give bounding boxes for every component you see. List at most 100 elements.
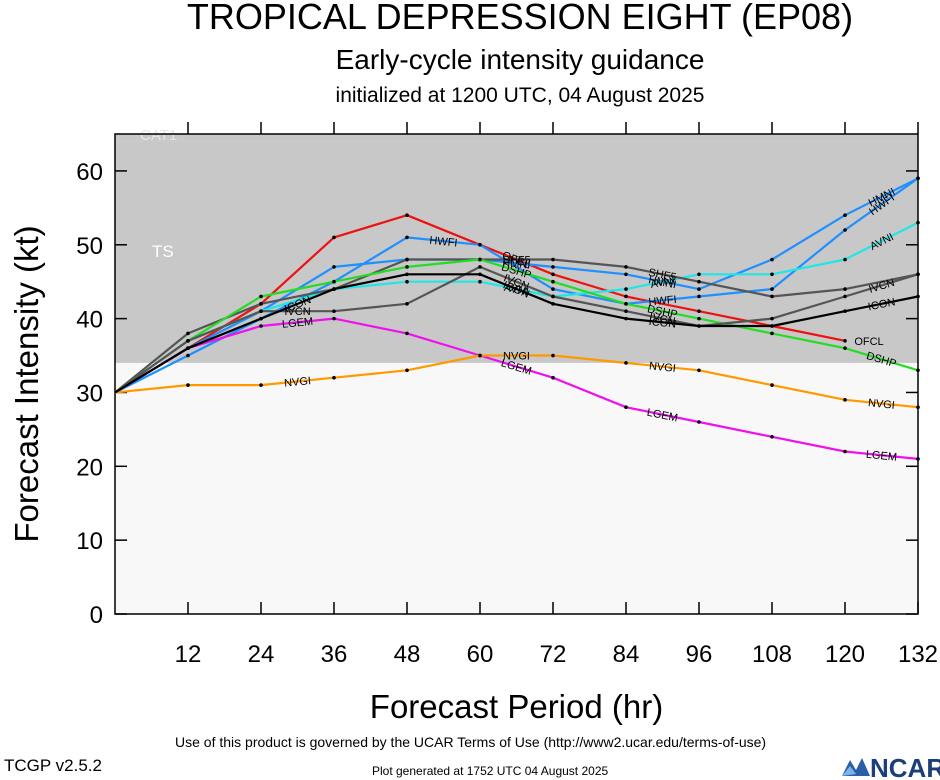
series-label-hwfi: HWFI	[648, 294, 677, 309]
point-hwfi	[186, 353, 190, 358]
point-dshp	[916, 368, 920, 373]
y-tick-label: 40	[76, 307, 103, 334]
point-ofcl	[332, 235, 336, 240]
series-label-group: IVCN	[648, 311, 676, 328]
point-dshp	[624, 302, 628, 306]
point-lgem	[624, 405, 628, 410]
series-label-dshp: DSHP	[646, 303, 678, 321]
point-nvgi	[259, 383, 263, 387]
series-label-group: ICON	[867, 296, 896, 313]
point-nvgi	[551, 353, 555, 358]
series-label-hmni: HMNI	[647, 274, 677, 291]
generated-time: Plot generated at 1752 UTC 04 August 202…	[372, 764, 609, 778]
series-label-nvgi: NVGI	[284, 375, 312, 390]
y-tick-label: 10	[76, 528, 103, 555]
point-lgem	[332, 316, 336, 321]
series-label-group: NVGI	[503, 351, 530, 363]
point-hmni	[624, 272, 628, 277]
point-icon	[624, 316, 628, 321]
line-nvgi	[114, 354, 919, 409]
point-hmni	[843, 213, 847, 218]
series-label-shf5: SHF5	[647, 267, 677, 284]
point-nvgi	[332, 375, 336, 380]
point-nvgi	[478, 353, 482, 358]
series-label-hwfi: HWFI	[429, 235, 458, 250]
point-ivcn	[332, 309, 336, 314]
point-hwfi	[697, 294, 701, 299]
series-label-group: IVCN	[284, 306, 310, 318]
x-tick-label: 96	[686, 641, 713, 668]
series-label-group: AVNI	[503, 282, 530, 299]
point-nvgi	[843, 398, 847, 402]
series-label-lgem: LGEM	[281, 316, 313, 331]
point-dshp	[332, 279, 336, 284]
x-tick-label: 60	[467, 641, 494, 668]
series-label-avni: AVNI	[503, 282, 530, 299]
series-label-group: OFCL	[854, 336, 883, 348]
x-tick-label: 36	[321, 641, 348, 668]
point-icon	[405, 272, 409, 277]
point-shf5	[624, 265, 628, 269]
chart-title: TROPICAL DEPRESSION EIGHT (EP08)	[186, 0, 854, 37]
series-label-group: LGEM	[865, 449, 897, 464]
point-ivcn	[259, 309, 263, 314]
td-band	[115, 362, 918, 614]
band-label-cat1: CAT1	[140, 127, 177, 144]
series-label-avni: AVNI	[649, 274, 676, 291]
point-icon	[770, 324, 774, 328]
series-label-group: HWFI	[648, 294, 677, 309]
series-label-nvgi: NVGI	[867, 397, 895, 412]
y-tick-label: 0	[90, 602, 103, 629]
point-ivcn	[186, 338, 190, 343]
point-icon	[478, 272, 482, 277]
point-shf5	[697, 279, 701, 284]
series-label-lgem: LGEM	[865, 449, 897, 464]
point-shf5	[843, 287, 847, 291]
point-dshp	[405, 265, 409, 269]
point-avni	[843, 257, 847, 262]
point-shf5	[186, 331, 190, 336]
x-tick-label: 12	[175, 641, 202, 668]
x-tick-label: 120	[825, 641, 865, 668]
point-avni	[624, 287, 628, 291]
series-label-group: ICON	[648, 316, 677, 331]
series-label-hmni: HMNI	[502, 257, 531, 272]
line-icon	[114, 273, 919, 394]
line-shf5	[114, 258, 919, 394]
point-hwfi	[551, 287, 555, 291]
point-dshp	[770, 331, 774, 336]
version-label: TCGP v2.5.2	[4, 756, 102, 775]
ncar-logo: NCAR	[842, 753, 940, 780]
point-icon	[551, 302, 555, 306]
series-label-group: DSHP	[646, 303, 678, 321]
point-icon	[186, 346, 190, 350]
point-dshp	[551, 279, 555, 284]
point-lgem	[405, 331, 409, 336]
point-lgem	[551, 375, 555, 380]
point-dshp	[697, 316, 701, 321]
series-label-ivcn: IVCN	[284, 306, 310, 318]
series-label-icon: ICON	[648, 316, 677, 331]
y-axis-label: Forecast Intensity (kt)	[8, 225, 45, 542]
point-shf5	[259, 302, 263, 306]
series-label-group: LGEM	[281, 316, 313, 331]
y-tick-label: 20	[76, 454, 103, 481]
svg-text:NCAR: NCAR	[870, 753, 940, 780]
point-ivcn	[916, 272, 920, 277]
point-lgem	[843, 449, 847, 454]
point-nvgi	[405, 368, 409, 373]
x-tick-label: 132	[898, 641, 938, 668]
series-label-group: HMNI	[647, 274, 677, 291]
chart-subtitle: Early-cycle intensity guidance	[335, 44, 705, 75]
point-lgem	[697, 420, 701, 424]
y-tick-label: 30	[76, 380, 103, 407]
x-tick-label: 48	[394, 641, 421, 668]
point-hmni	[770, 257, 774, 262]
point-icon	[843, 309, 847, 314]
point-avni	[405, 279, 409, 284]
series-label-group: AVNI	[649, 274, 676, 291]
point-ofcl	[843, 338, 847, 343]
point-shf5	[551, 257, 555, 262]
x-tick-label: 24	[248, 641, 275, 668]
